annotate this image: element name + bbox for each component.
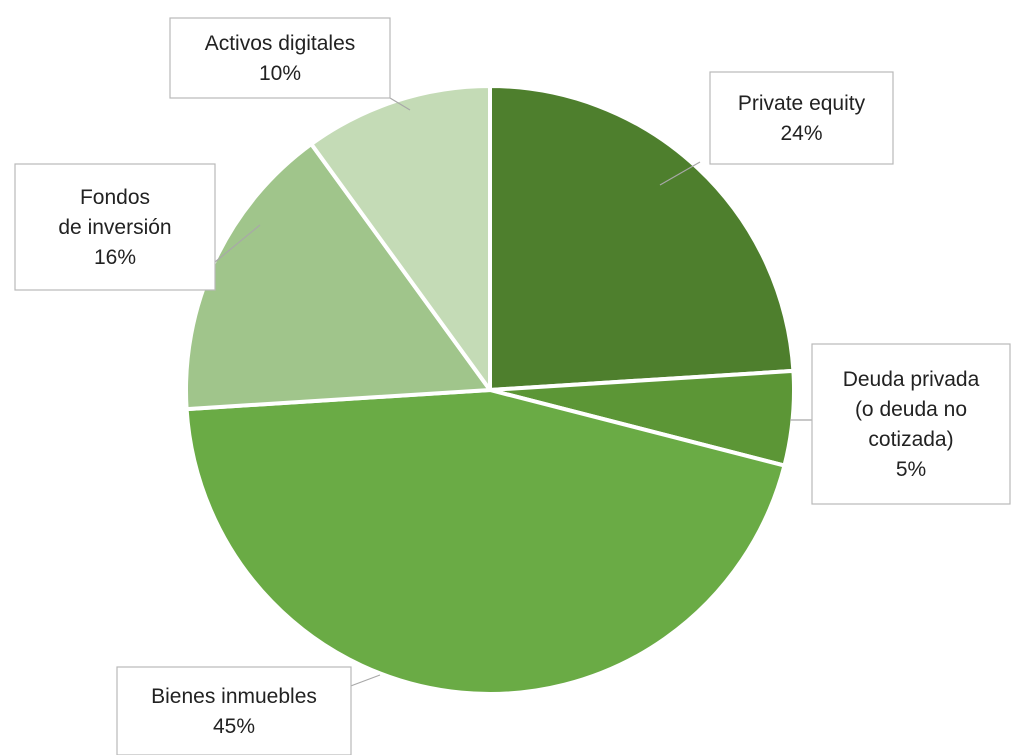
- pie-slices: [184, 84, 796, 696]
- data-label-percent: 5%: [896, 458, 926, 481]
- data-label-category: Bienes inmuebles: [151, 685, 317, 708]
- data-label-percent: 10%: [259, 62, 301, 85]
- leader-line: [659, 161, 701, 186]
- data-label: Bienes inmuebles 45%: [116, 666, 352, 755]
- label-leader-lines: [214, 97, 812, 691]
- data-label-box: [116, 666, 352, 755]
- data-label-percent: 24%: [780, 122, 822, 145]
- data-label: Activos digitales 10%: [169, 17, 391, 99]
- leader-line: [389, 97, 411, 111]
- data-label-category: cotizada): [868, 428, 953, 451]
- data-label-category: Fondos: [80, 186, 150, 209]
- leader-line: [214, 224, 261, 263]
- data-label-category: de inversión: [58, 216, 171, 239]
- data-label-box: [811, 343, 1011, 505]
- pie-slice: [309, 84, 492, 392]
- data-label-box: [709, 71, 894, 165]
- data-label: Fondos de inversión 16%: [14, 163, 216, 291]
- data-label: Deuda privada (o deuda no cotizada) 5%: [811, 343, 1011, 505]
- data-label-percent: 16%: [94, 246, 136, 269]
- pie-slice: [184, 388, 787, 696]
- data-label-category: Private equity: [738, 92, 866, 115]
- data-labels: Private equity 24% Deuda privada (o deuda n…: [14, 17, 1011, 755]
- data-label-percent: 45%: [213, 715, 255, 738]
- data-label: Private equity 24%: [709, 71, 894, 165]
- data-label-box: [169, 17, 391, 99]
- data-label-box: [14, 163, 216, 291]
- pie-slice: [488, 84, 796, 392]
- data-label-category: (o deuda no: [855, 398, 967, 421]
- data-label-category: Deuda privada: [843, 368, 980, 391]
- data-label-category: Activos digitales: [205, 32, 356, 55]
